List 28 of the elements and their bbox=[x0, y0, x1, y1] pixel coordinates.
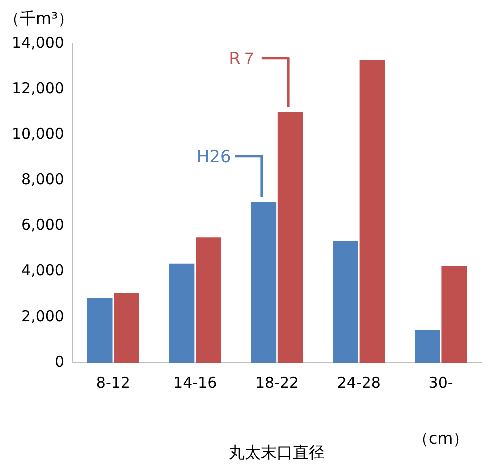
bar bbox=[169, 264, 195, 363]
bar bbox=[360, 60, 386, 363]
text: （cm） bbox=[412, 429, 470, 448]
text: R７ bbox=[229, 49, 258, 70]
bar bbox=[196, 238, 222, 363]
y-tick-label: 0 bbox=[54, 352, 64, 371]
y-tick-label: 12,000 bbox=[12, 79, 64, 98]
x-tick-label: 24-28 bbox=[337, 374, 381, 392]
y-tick-label: 8,000 bbox=[22, 170, 64, 189]
y-tick-label: 4,000 bbox=[22, 262, 64, 280]
bar bbox=[442, 266, 467, 363]
x-tick-label: 14-16 bbox=[174, 374, 218, 392]
bar bbox=[415, 330, 440, 363]
y-tick-label: 14,000 bbox=[12, 34, 64, 52]
y-tick-label: 6,000 bbox=[22, 216, 64, 234]
bar bbox=[333, 241, 358, 363]
x-axis-title: 丸太末口直径 bbox=[229, 443, 326, 462]
x-tick-label: 8-12 bbox=[96, 374, 130, 392]
y-tick-label: 2,000 bbox=[22, 307, 64, 326]
y-tick-label: 10,000 bbox=[12, 125, 64, 144]
x-tick-label: 30- bbox=[428, 374, 454, 392]
x-tick-label: 18-22 bbox=[255, 374, 300, 392]
bar bbox=[87, 298, 113, 363]
y-axis-title: （千m³） bbox=[4, 9, 74, 28]
bar bbox=[114, 294, 140, 363]
bar bbox=[278, 112, 304, 363]
bar bbox=[251, 202, 277, 363]
text: H26 bbox=[196, 147, 232, 168]
